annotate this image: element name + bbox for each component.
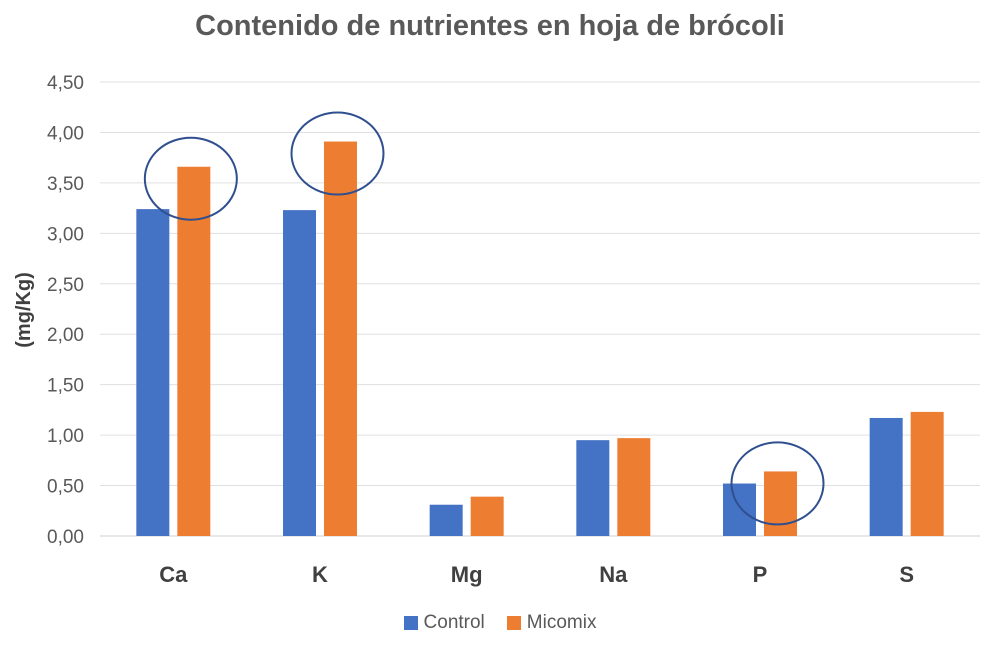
- legend-swatch-micomix: [506, 616, 521, 630]
- legend: Control Micomix: [0, 612, 1000, 634]
- y-tick-label: 2,00: [47, 325, 84, 346]
- bar-control-ca: [136, 209, 170, 536]
- legend-item-control: Control: [403, 612, 485, 634]
- x-axis-categories: Ca K Mg Na P S: [159, 562, 914, 587]
- x-category-label: K: [312, 562, 328, 587]
- y-tick-label: 1,00: [47, 426, 84, 447]
- legend-label-micomix: Micomix: [526, 612, 597, 633]
- y-tick-label: 3,50: [47, 174, 84, 195]
- annotations: [143, 111, 825, 526]
- y-axis-label: (mg/Kg): [13, 272, 35, 348]
- highlight-circle: [143, 136, 238, 221]
- bar-control-na: [576, 440, 610, 536]
- x-category-label: S: [899, 562, 914, 587]
- legend-item-micomix: Micomix: [506, 612, 597, 634]
- bar-micomix-s: [910, 411, 944, 536]
- x-category-label: Mg: [451, 562, 483, 587]
- bar-control-mg: [429, 504, 463, 536]
- chart-title: Contenido de nutrientes en hoja de bróco…: [195, 10, 785, 42]
- legend-swatch-control: [403, 616, 418, 630]
- y-axis-ticks: 0,00 0,50 1,00 1,50 2,00 2,50 3,00 3,50 4,00 4,50: [47, 73, 84, 548]
- bar-control-k: [283, 210, 316, 536]
- gridlines: [100, 81, 980, 537]
- x-category-label: Na: [599, 562, 628, 587]
- bar-micomix-p: [764, 471, 797, 536]
- bar-micomix-ca: [177, 166, 211, 536]
- y-tick-label: 3,00: [47, 224, 84, 245]
- bar-control-p: [723, 483, 756, 536]
- bar-control-s: [869, 417, 903, 536]
- bar-micomix-na: [617, 438, 651, 536]
- y-tick-label: 0,00: [47, 527, 84, 548]
- bar-micomix-k: [324, 141, 357, 536]
- y-tick-label: 4,50: [47, 73, 84, 94]
- bar-chart: 0,00 0,50 1,00 1,50 2,00 2,50 3,00 3,50 4,00 4,50…: [13, 73, 980, 587]
- legend-label-control: Control: [423, 612, 485, 633]
- x-category-label: P: [753, 562, 768, 587]
- y-tick-label: 0,50: [47, 477, 84, 498]
- y-tick-label: 4,00: [47, 123, 84, 144]
- highlight-circle: [290, 111, 385, 196]
- highlight-circle: [730, 441, 825, 526]
- bars: [136, 141, 944, 536]
- y-tick-label: 2,50: [47, 275, 84, 296]
- bar-micomix-mg: [470, 496, 504, 536]
- y-tick-label: 1,50: [47, 376, 84, 397]
- x-category-label: Ca: [159, 562, 188, 587]
